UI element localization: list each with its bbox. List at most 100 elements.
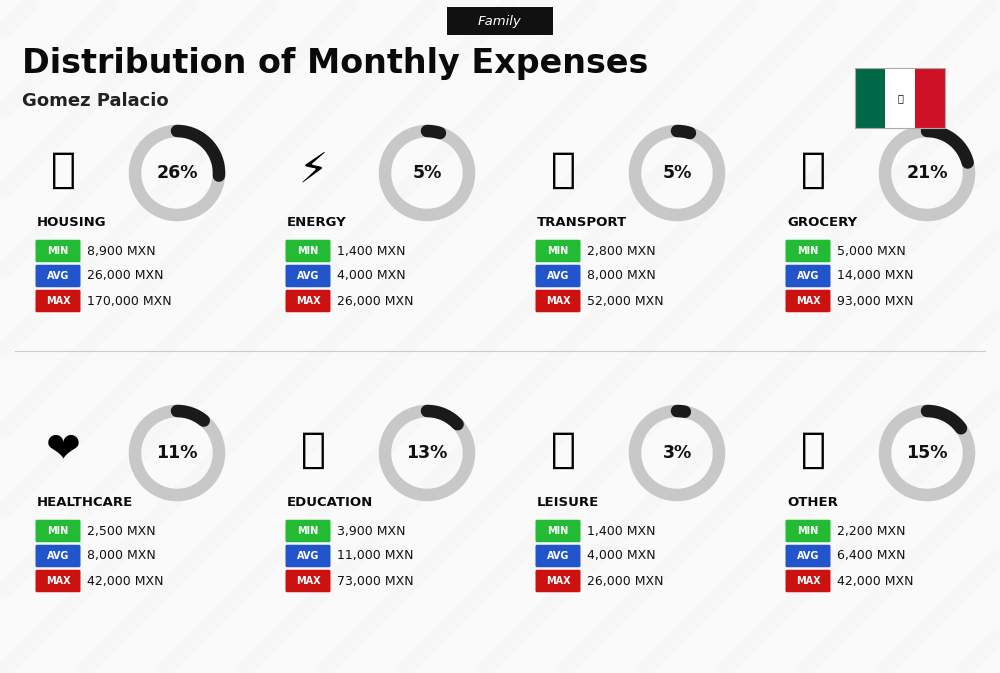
Text: AVG: AVG xyxy=(547,551,569,561)
FancyBboxPatch shape xyxy=(447,7,552,35)
Text: 11%: 11% xyxy=(156,444,198,462)
Text: 🛍: 🛍 xyxy=(550,429,576,471)
Text: AVG: AVG xyxy=(297,551,319,561)
Text: 8,000 MXN: 8,000 MXN xyxy=(587,269,656,283)
Text: HOUSING: HOUSING xyxy=(37,217,107,229)
Text: 🎓: 🎓 xyxy=(300,429,326,471)
Text: AVG: AVG xyxy=(797,551,819,561)
Text: ENERGY: ENERGY xyxy=(287,217,347,229)
Text: MAX: MAX xyxy=(546,296,570,306)
FancyBboxPatch shape xyxy=(36,570,80,592)
Text: MAX: MAX xyxy=(546,576,570,586)
Text: 🏢: 🏢 xyxy=(50,149,76,191)
FancyBboxPatch shape xyxy=(536,240,581,262)
Text: 11,000 MXN: 11,000 MXN xyxy=(337,549,414,563)
FancyBboxPatch shape xyxy=(36,290,80,312)
FancyBboxPatch shape xyxy=(286,264,330,287)
Text: TRANSPORT: TRANSPORT xyxy=(537,217,627,229)
Text: 26,000 MXN: 26,000 MXN xyxy=(337,295,414,308)
Text: ⚡: ⚡ xyxy=(298,149,328,191)
FancyBboxPatch shape xyxy=(536,290,581,312)
Text: 13%: 13% xyxy=(406,444,448,462)
Text: 2,200 MXN: 2,200 MXN xyxy=(837,524,906,538)
Text: HEALTHCARE: HEALTHCARE xyxy=(37,497,133,509)
Text: MIN: MIN xyxy=(297,526,319,536)
Text: GROCERY: GROCERY xyxy=(787,217,857,229)
Text: MIN: MIN xyxy=(547,246,569,256)
Text: Family: Family xyxy=(478,15,522,28)
Text: MAX: MAX xyxy=(796,296,820,306)
Text: 42,000 MXN: 42,000 MXN xyxy=(837,575,914,588)
Text: AVG: AVG xyxy=(797,271,819,281)
Text: 5%: 5% xyxy=(412,164,442,182)
Text: AVG: AVG xyxy=(47,551,69,561)
Text: Gomez Palacio: Gomez Palacio xyxy=(22,92,169,110)
Text: 6,400 MXN: 6,400 MXN xyxy=(837,549,906,563)
Bar xyxy=(855,68,885,128)
Text: 1,400 MXN: 1,400 MXN xyxy=(337,244,406,258)
Text: 170,000 MXN: 170,000 MXN xyxy=(87,295,172,308)
Text: MAX: MAX xyxy=(46,576,70,586)
Text: MAX: MAX xyxy=(46,296,70,306)
Text: LEISURE: LEISURE xyxy=(537,497,599,509)
Text: ❤️: ❤️ xyxy=(46,429,80,471)
Text: AVG: AVG xyxy=(47,271,69,281)
FancyBboxPatch shape xyxy=(286,544,330,567)
Text: 👜: 👜 xyxy=(801,429,826,471)
FancyBboxPatch shape xyxy=(36,240,80,262)
Text: MAX: MAX xyxy=(296,576,320,586)
FancyBboxPatch shape xyxy=(286,570,330,592)
Text: 42,000 MXN: 42,000 MXN xyxy=(87,575,164,588)
FancyBboxPatch shape xyxy=(536,520,581,542)
Text: 52,000 MXN: 52,000 MXN xyxy=(587,295,664,308)
FancyBboxPatch shape xyxy=(286,520,330,542)
Text: 26,000 MXN: 26,000 MXN xyxy=(587,575,664,588)
Text: 🦅: 🦅 xyxy=(897,93,903,103)
FancyBboxPatch shape xyxy=(536,570,581,592)
Text: AVG: AVG xyxy=(297,271,319,281)
Text: 8,900 MXN: 8,900 MXN xyxy=(87,244,156,258)
Text: 26%: 26% xyxy=(156,164,198,182)
Text: MIN: MIN xyxy=(297,246,319,256)
Bar xyxy=(915,68,945,128)
Text: 4,000 MXN: 4,000 MXN xyxy=(337,269,406,283)
Text: MIN: MIN xyxy=(547,526,569,536)
Text: 3%: 3% xyxy=(662,444,692,462)
Text: 2,800 MXN: 2,800 MXN xyxy=(587,244,656,258)
Text: AVG: AVG xyxy=(547,271,569,281)
Text: MIN: MIN xyxy=(797,246,819,256)
Text: 21%: 21% xyxy=(906,164,948,182)
Text: 🚌: 🚌 xyxy=(550,149,576,191)
Text: 5,000 MXN: 5,000 MXN xyxy=(837,244,906,258)
FancyBboxPatch shape xyxy=(786,290,830,312)
Text: 73,000 MXN: 73,000 MXN xyxy=(337,575,414,588)
FancyBboxPatch shape xyxy=(786,240,830,262)
Bar xyxy=(855,68,945,128)
Text: 5%: 5% xyxy=(662,164,692,182)
Text: OTHER: OTHER xyxy=(787,497,838,509)
Text: MIN: MIN xyxy=(47,526,69,536)
FancyBboxPatch shape xyxy=(536,544,581,567)
FancyBboxPatch shape xyxy=(786,544,830,567)
Text: 26,000 MXN: 26,000 MXN xyxy=(87,269,164,283)
FancyBboxPatch shape xyxy=(286,290,330,312)
Text: 8,000 MXN: 8,000 MXN xyxy=(87,549,156,563)
FancyBboxPatch shape xyxy=(36,264,80,287)
FancyBboxPatch shape xyxy=(786,520,830,542)
Bar xyxy=(885,68,915,128)
Text: EDUCATION: EDUCATION xyxy=(287,497,373,509)
FancyBboxPatch shape xyxy=(36,544,80,567)
Text: 1,400 MXN: 1,400 MXN xyxy=(587,524,656,538)
Text: 🛒: 🛒 xyxy=(801,149,826,191)
FancyBboxPatch shape xyxy=(286,240,330,262)
FancyBboxPatch shape xyxy=(536,264,581,287)
Text: 4,000 MXN: 4,000 MXN xyxy=(587,549,656,563)
Text: 3,900 MXN: 3,900 MXN xyxy=(337,524,406,538)
Text: MAX: MAX xyxy=(796,576,820,586)
Text: Distribution of Monthly Expenses: Distribution of Monthly Expenses xyxy=(22,46,648,79)
FancyBboxPatch shape xyxy=(786,264,830,287)
Text: 2,500 MXN: 2,500 MXN xyxy=(87,524,156,538)
Text: 14,000 MXN: 14,000 MXN xyxy=(837,269,914,283)
FancyBboxPatch shape xyxy=(786,570,830,592)
Text: 93,000 MXN: 93,000 MXN xyxy=(837,295,914,308)
